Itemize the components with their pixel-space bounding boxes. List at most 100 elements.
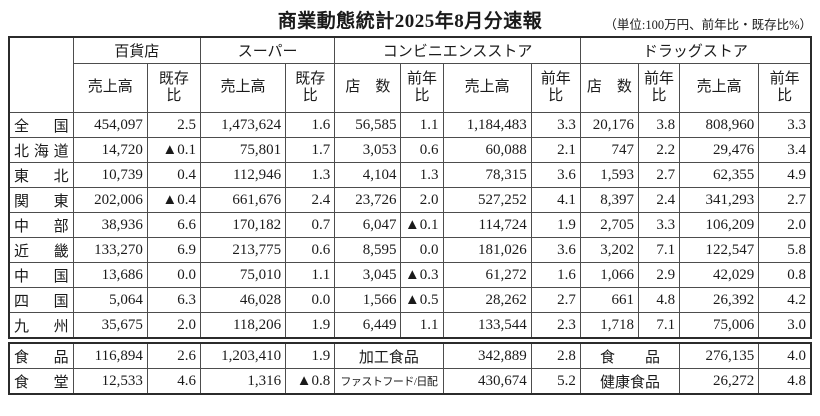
- table-row: 中 国 13,686 0.0 75,010 1.1 3,045 ▲0.3 61,272 1.6 1…: [8, 262, 812, 288]
- data-cell: 1,566: [334, 287, 402, 313]
- data-cell: 14,720: [72, 137, 148, 163]
- table-row: 北海道 14,720 ▲0.1 75,801 1.7 3,053 0.6 60,088 2.1 7…: [8, 137, 812, 163]
- data-cell: 116,894: [72, 342, 148, 369]
- category-label-cell: 加工食品: [334, 342, 444, 369]
- col-header-existing-ratio: 既存 比: [146, 63, 201, 113]
- data-cell: 133,544: [442, 312, 532, 339]
- data-cell: 3.0: [758, 312, 812, 339]
- data-cell: 1.9: [285, 342, 336, 369]
- data-cell: 2.7: [758, 187, 812, 213]
- data-cell: 5.8: [758, 237, 812, 263]
- col-header-sales: 売上高: [679, 63, 760, 113]
- data-cell: 4.0: [758, 342, 812, 369]
- data-cell: 4.1: [530, 187, 581, 213]
- data-cell: 1,316: [199, 368, 287, 395]
- data-cell: 1.1: [400, 312, 444, 339]
- data-cell: 3,202: [579, 237, 639, 263]
- data-cell: 527,252: [442, 187, 532, 213]
- col-header-sales: 売上高: [72, 63, 148, 113]
- data-cell: 808,960: [679, 112, 760, 138]
- data-cell: 23,726: [334, 187, 402, 213]
- col-header-existing-ratio: 既存 比: [285, 63, 336, 113]
- data-cell: 1.3: [400, 162, 444, 188]
- data-cell: 28,262: [442, 287, 532, 313]
- data-cell: 181,026: [442, 237, 532, 263]
- group-header-row: 百貨店 スーパー コンビニエンスストア ドラッグストア: [8, 36, 812, 113]
- data-cell: 3,045: [334, 262, 402, 288]
- row-label: 近 畿: [8, 237, 74, 263]
- data-cell: 213,775: [199, 237, 287, 263]
- data-cell: 75,006: [679, 312, 760, 339]
- data-cell: 38,936: [72, 212, 148, 238]
- data-cell: 4,104: [334, 162, 402, 188]
- category-label-cell: ファストフード/日配: [334, 368, 444, 395]
- data-cell: 2.0: [758, 212, 812, 238]
- data-cell: 0.6: [285, 237, 336, 263]
- sub-header-row: 売上高 既存 比 売上高 既存 比 店 数 前年 比 売上高 前年 比 店 数 …: [9, 63, 812, 113]
- group-department-store: 百貨店: [72, 36, 201, 64]
- data-cell: 20,176: [579, 112, 639, 138]
- data-cell: 1.1: [285, 262, 336, 288]
- col-header-sales: 売上高: [199, 63, 287, 113]
- data-cell: 0.8: [758, 262, 812, 288]
- data-cell: 0.7: [285, 212, 336, 238]
- unit-note: （単位:100万円、前年比・既存比%）: [604, 18, 812, 32]
- data-cell: 61,272: [442, 262, 532, 288]
- row-label: 中 部: [8, 212, 74, 238]
- data-cell: 13,686: [72, 262, 148, 288]
- table-row: 食 堂 12,533 4.6 1,316 ▲0.8 ファストフード/日配 430,674 5.…: [8, 368, 812, 395]
- col-header-yoy: 前年 比: [530, 63, 581, 113]
- data-cell: 3.3: [637, 212, 681, 238]
- data-cell: 112,946: [199, 162, 287, 188]
- data-cell: 1,184,483: [442, 112, 532, 138]
- table-row: 全 国 454,097 2.5 1,473,624 1.6 56,585 1.1 1,184,…: [8, 112, 812, 138]
- row-label: 四 国: [8, 287, 74, 313]
- row-label: 北海道: [8, 137, 74, 163]
- row-label: 食 品: [8, 342, 74, 369]
- row-label: 全 国: [8, 112, 74, 138]
- data-cell: 1,718: [579, 312, 639, 339]
- data-cell: 2.9: [637, 262, 681, 288]
- data-cell: 2.5: [146, 112, 201, 138]
- data-cell: 6.9: [146, 237, 201, 263]
- data-cell: 42,029: [679, 262, 760, 288]
- data-cell: 202,006: [72, 187, 148, 213]
- data-cell: 3.8: [637, 112, 681, 138]
- data-cell: 114,724: [442, 212, 532, 238]
- col-header-yoy: 前年 比: [400, 63, 444, 113]
- group-supermarket: スーパー: [199, 36, 336, 64]
- data-cell: 2.4: [285, 187, 336, 213]
- row-label: 九 州: [8, 312, 74, 339]
- stats-table: 百貨店 スーパー コンビニエンスストア ドラッグストア 売上高 既存 比 売上高…: [8, 36, 812, 339]
- data-cell: 118,206: [199, 312, 287, 339]
- data-cell: 1,066: [579, 262, 639, 288]
- data-cell: 0.0: [146, 262, 201, 288]
- data-cell: ▲0.5: [400, 287, 444, 313]
- category-label-cell: 食 品: [579, 342, 681, 369]
- data-cell: 3,053: [334, 137, 402, 163]
- data-cell: 1,473,624: [199, 112, 287, 138]
- table-row: 中 部 38,936 6.6 170,182 0.7 6,047 ▲0.1 114,724 1.…: [8, 212, 812, 238]
- data-cell: 2.0: [146, 312, 201, 339]
- category-table-body: 食 品 116,894 2.6 1,203,410 1.9 加工食品 342,889 2.8 食…: [8, 342, 812, 395]
- data-cell: 1.9: [530, 212, 581, 238]
- row-label: 東 北: [8, 162, 74, 188]
- data-cell: 1.6: [530, 262, 581, 288]
- data-cell: 454,097: [72, 112, 148, 138]
- corner-cell: [8, 36, 74, 113]
- col-header-store-count: 店 数: [579, 63, 639, 113]
- category-table: 食 品 116,894 2.6 1,203,410 1.9 加工食品 342,889 2.8 食…: [8, 342, 812, 395]
- data-cell: 6.3: [146, 287, 201, 313]
- data-cell: 3.4: [758, 137, 812, 163]
- data-cell: 3.6: [530, 237, 581, 263]
- data-cell: 430,674: [442, 368, 532, 395]
- data-cell: 3.3: [758, 112, 812, 138]
- data-cell: 2.4: [637, 187, 681, 213]
- page-title: 商業動態統計2025年8月分速報: [277, 11, 543, 32]
- table-header: 百貨店 スーパー コンビニエンスストア ドラッグストア 売上高 既存 比 売上高…: [8, 36, 812, 113]
- col-header-sales: 売上高: [442, 63, 532, 113]
- data-cell: 0.4: [146, 162, 201, 188]
- data-cell: 2,705: [579, 212, 639, 238]
- data-cell: 1.9: [285, 312, 336, 339]
- data-cell: 2.7: [530, 287, 581, 313]
